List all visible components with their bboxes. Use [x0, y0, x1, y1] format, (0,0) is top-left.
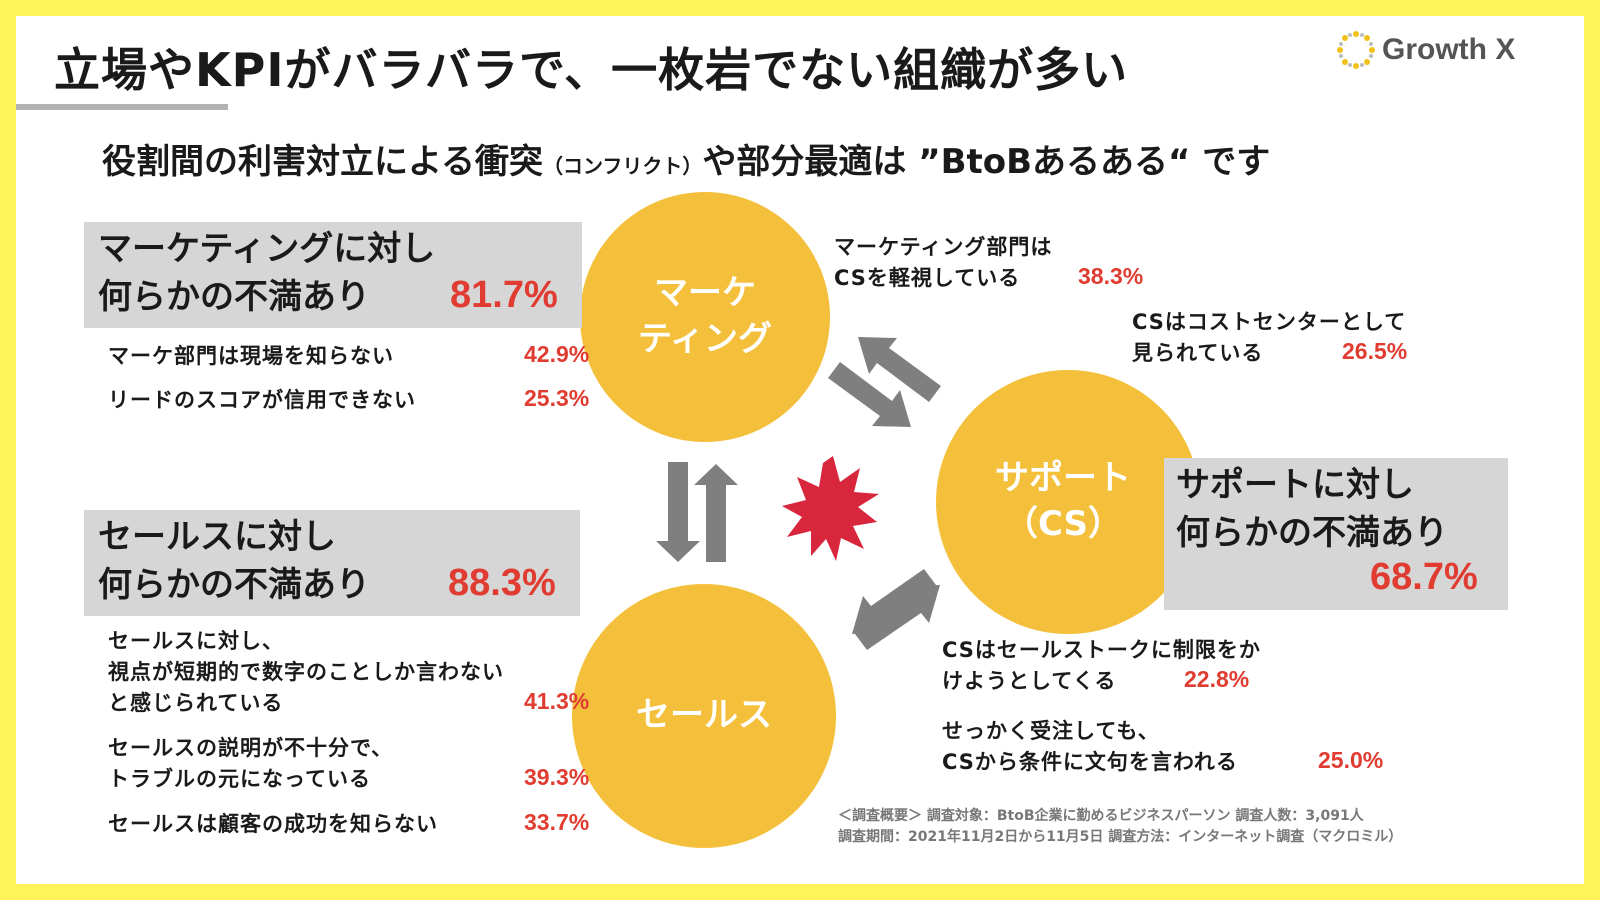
cs-note-1-line1: マーケティング部門は: [834, 235, 1053, 259]
arrow-down-left-icon: [852, 569, 936, 634]
footnote-line2: 調査期間：2021年11月2日から11月5日 調査方法：インターネット調査（マク…: [838, 829, 1403, 845]
marketing-circle-label-1: マーケ: [654, 273, 756, 314]
sunburst-logo-icon: [1337, 31, 1375, 69]
marketing-box-line2: 何らかの不満あり: [98, 277, 370, 317]
growthx-logo: Growth X: [1336, 30, 1515, 70]
marketing-item-2-pct: 25.3%: [524, 385, 590, 411]
footnote-line1: ＜調査概要＞ 調査対象：BtoB企業に勤めるビジネスパーソン 調査人数：3,09…: [838, 808, 1364, 824]
sales-item-2-line1: セールスの説明が不十分で、: [108, 736, 394, 760]
conflict-arrows: [656, 337, 941, 650]
support-box-line2: 何らかの不満あり: [1176, 513, 1448, 553]
arrow-up-icon: [694, 464, 738, 562]
sales-item-2-pct: 39.3%: [524, 764, 590, 790]
marketing-circle-label-2: ティング: [638, 319, 772, 359]
logo-text: Growth X: [1382, 33, 1516, 66]
support-summary-box: [1164, 458, 1508, 610]
marketing-box-pct: 81.7%: [450, 274, 558, 316]
subtitle-main-after: や部分最適は ”BtoBあるある“ です: [702, 142, 1271, 182]
sales-item-1-line2: 視点が短期的で数字のことしか言わない: [108, 660, 504, 684]
cs-note-4-line2: CSから条件に文句を言われる: [942, 750, 1238, 774]
sales-item-1-line3: と感じられている: [108, 691, 284, 715]
sales-item-3: セールスは顧客の成功を知らない: [108, 812, 438, 836]
arrow-up-right-icon: [855, 585, 940, 650]
arrow-up-left-icon: [858, 337, 941, 402]
subtitle-small: （コンフリクト）: [542, 154, 703, 178]
sales-item-2-line2: トラブルの元になっている: [108, 767, 371, 791]
survey-footnote: ＜調査概要＞ 調査対象：BtoB企業に勤めるビジネスパーソン 調査人数：3,09…: [838, 806, 1402, 848]
support-circle-label-2: （CS）: [1003, 504, 1123, 544]
arrow-down-right-icon: [828, 362, 911, 427]
sales-summary-box: [84, 510, 580, 616]
cs-note-4-line1: せっかく受注しても、: [942, 719, 1160, 743]
slide-panel: 立場やKPIがバラバラで、一枚岩でない組織が多い Growth X 役割間の利害…: [16, 16, 1584, 884]
cs-note-4-pct: 25.0%: [1318, 747, 1384, 773]
slide-subtitle: 役割間の利害対立による衝突（コンフリクト）や部分最適は ”BtoBあるある“ で…: [102, 134, 1270, 183]
sales-item-1-pct: 41.3%: [524, 688, 590, 714]
sales-circle: セールス: [572, 584, 836, 848]
marketing-box-line1: マーケティングに対し: [98, 229, 436, 269]
sales-item-1-line1: セールスに対し、: [108, 629, 284, 653]
support-circle: サポート （CS）: [936, 370, 1200, 634]
sales-box-line2: 何らかの不満あり: [98, 565, 370, 605]
support-circle-label-1: サポート: [995, 458, 1131, 499]
cs-note-1-line2: CSを軽視している: [834, 266, 1021, 290]
support-box-pct: 68.7%: [1370, 556, 1478, 598]
sales-item-3-pct: 33.7%: [524, 809, 590, 835]
cs-note-3-pct: 22.8%: [1184, 666, 1250, 692]
support-box-line1: サポートに対し: [1176, 465, 1414, 505]
cs-note-2-line1: CSはコストセンターとして: [1132, 310, 1407, 334]
marketing-circle: マーケ ティング: [580, 192, 830, 442]
arrow-down-icon: [656, 462, 700, 562]
marketing-item-1-pct: 42.9%: [524, 341, 590, 367]
cs-note-2-pct: 26.5%: [1342, 338, 1408, 364]
title-underline: [16, 104, 228, 110]
conflict-burst-icon: [782, 456, 879, 561]
slide-title: 立場やKPIがバラバラで、一枚岩でない組織が多い: [54, 43, 1129, 97]
subtitle-main-before: 役割間の利害対立による衝突: [102, 142, 543, 182]
sales-box-line1: セールスに対し: [98, 517, 336, 557]
sales-box-pct: 88.3%: [448, 562, 556, 604]
marketing-item-1: マーケ部門は現場を知らない: [108, 344, 394, 368]
cs-note-3-line2: けようとしてくる: [942, 669, 1117, 693]
sales-circle-label: セールス: [636, 695, 772, 736]
marketing-summary-box: [84, 222, 582, 328]
cs-note-2-line2: 見られている: [1132, 341, 1264, 365]
cs-note-3-line1: CSはセールストークに制限をか: [942, 638, 1261, 662]
cs-note-1-pct: 38.3%: [1078, 263, 1144, 289]
marketing-item-2: リードのスコアが信用できない: [108, 388, 416, 412]
